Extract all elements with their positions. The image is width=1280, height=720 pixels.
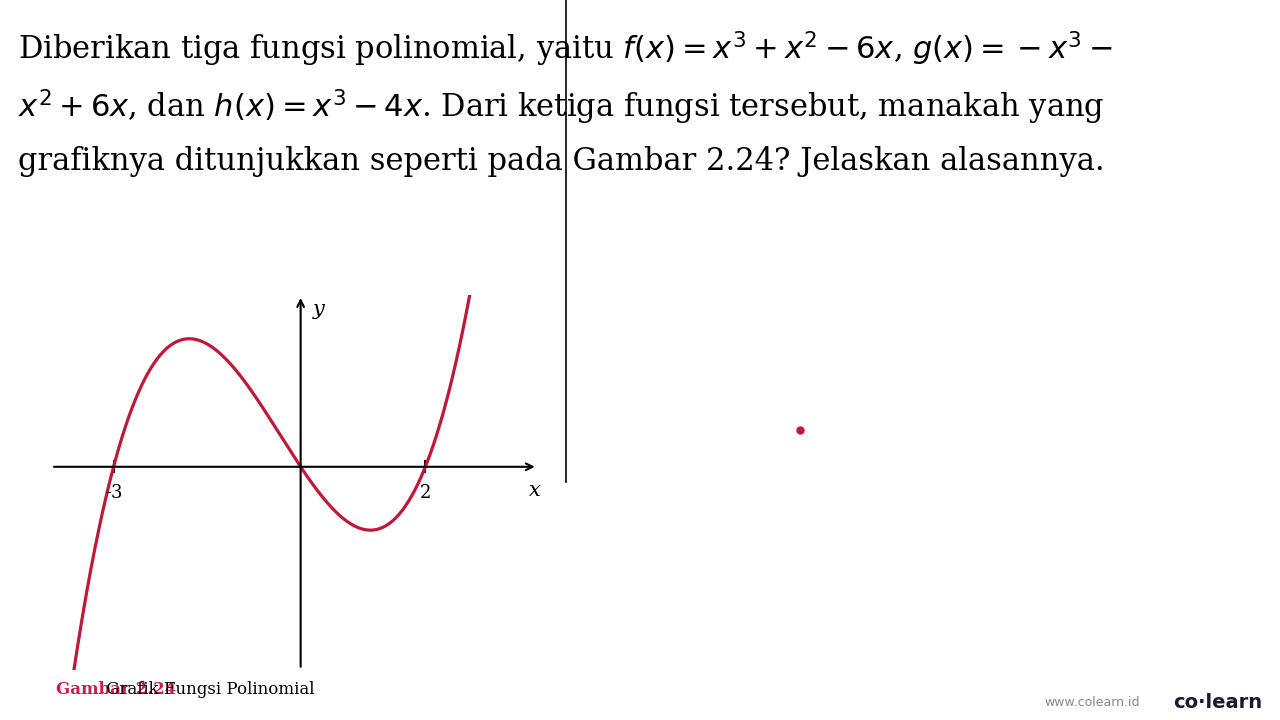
- Text: grafiknya ditunjukkan seperti pada Gambar 2.24? Jelaskan alasannya.: grafiknya ditunjukkan seperti pada Gamba…: [18, 146, 1105, 177]
- Text: -3: -3: [105, 484, 123, 502]
- Text: Diberikan tiga fungsi polinomial, yaitu $\mathit{f}(x) = x^3 + x^2 - 6x$, $\math: Diberikan tiga fungsi polinomial, yaitu …: [18, 30, 1112, 70]
- Text: Gambar 2.24: Gambar 2.24: [56, 681, 177, 698]
- Text: co·learn: co·learn: [1172, 693, 1262, 711]
- Text: $x^2 + 6x$, dan $\mathit{h}(x) = x^3 - 4x$. Dari ketiga fungsi tersebut, manakah: $x^2 + 6x$, dan $\mathit{h}(x) = x^3 - 4…: [18, 88, 1105, 127]
- Text: x: x: [529, 481, 540, 500]
- Text: www.colearn.id: www.colearn.id: [1044, 696, 1140, 708]
- Text: Grafik Fungsi Polinomial: Grafik Fungsi Polinomial: [101, 681, 315, 698]
- Text: 2: 2: [420, 484, 431, 502]
- Text: y: y: [314, 300, 325, 319]
